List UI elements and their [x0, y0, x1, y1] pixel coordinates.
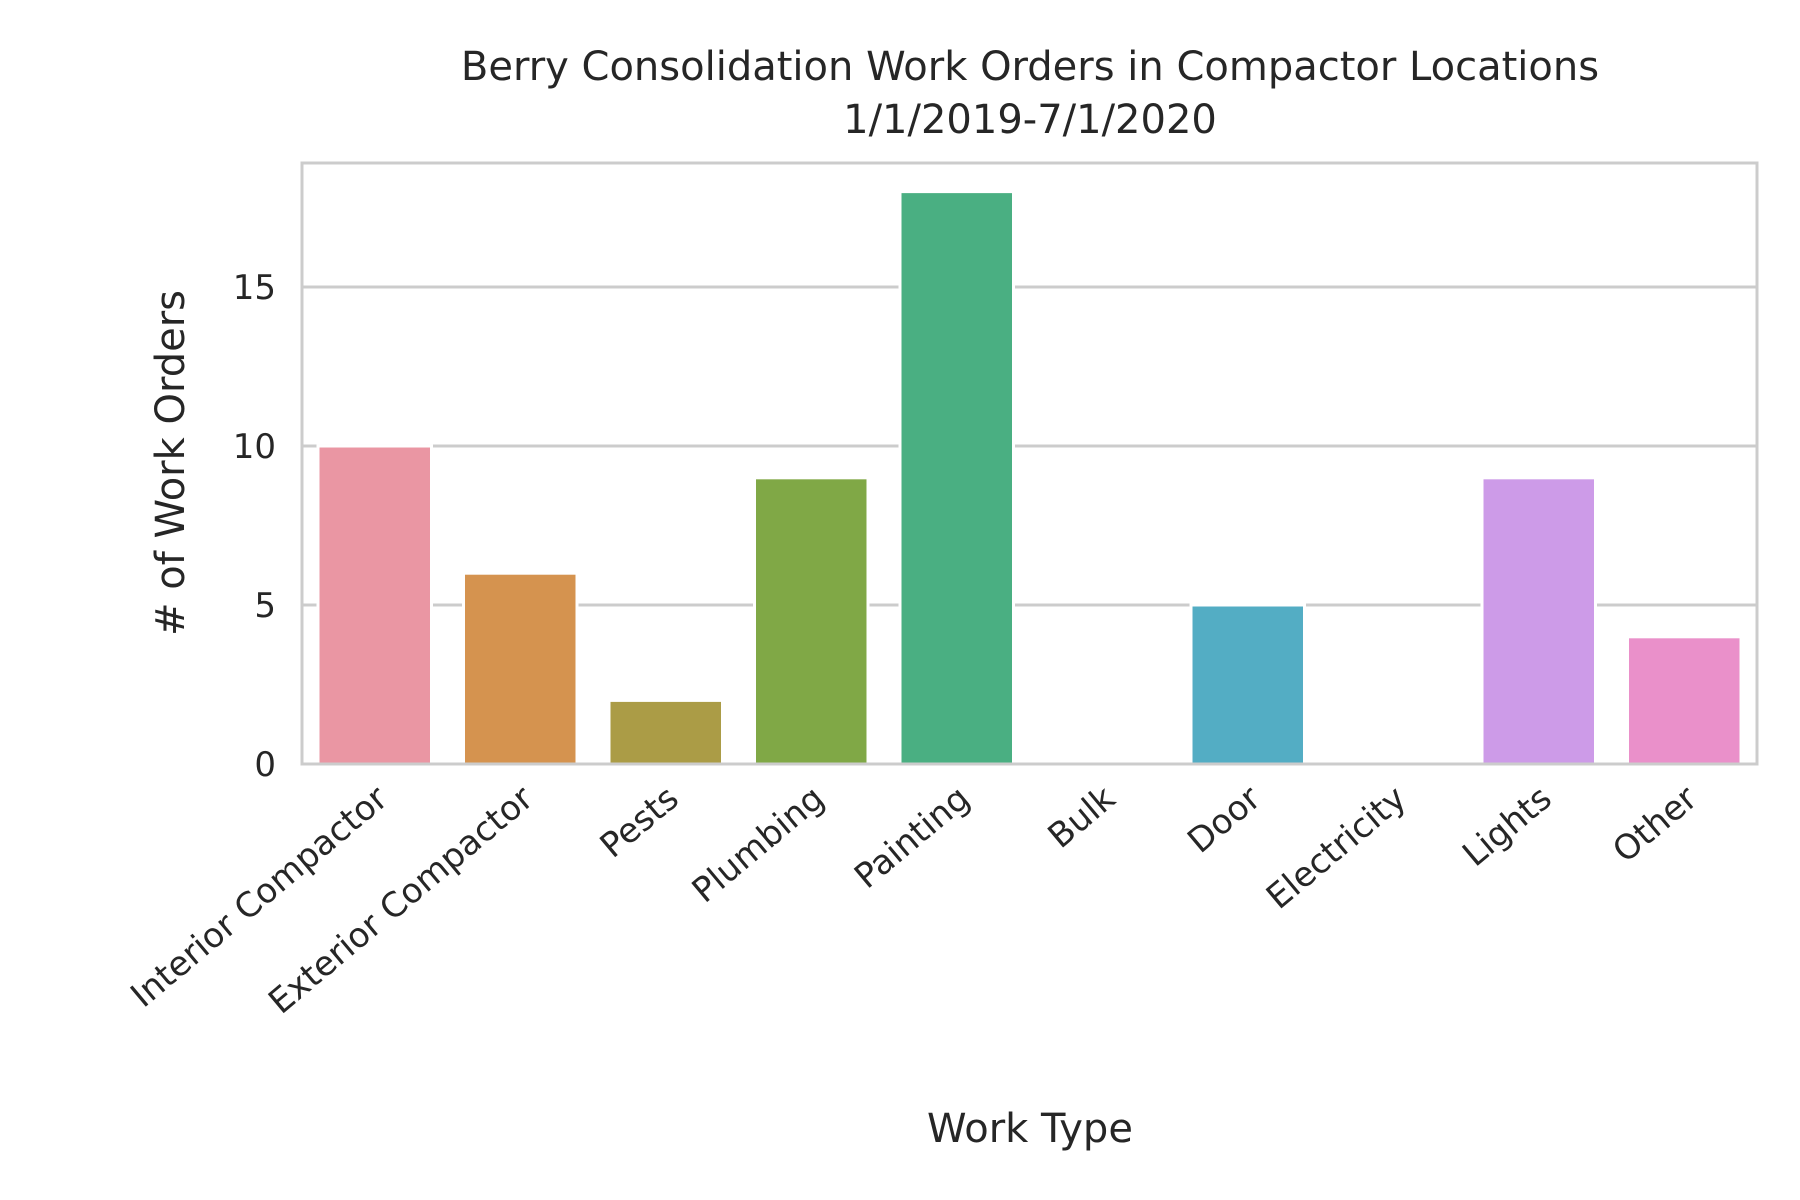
- x-tick-label: Electricity: [1259, 778, 1414, 917]
- chart-title: Berry Consolidation Work Orders in Compa…: [461, 44, 1599, 90]
- x-tick-label: Door: [1180, 778, 1268, 861]
- y-tick-layer: 0 5 10 15: [233, 268, 276, 785]
- x-tick-label: Pests: [593, 778, 687, 866]
- x-tick-label: Bulk: [1041, 778, 1124, 856]
- y-tick-label: 15: [233, 268, 276, 308]
- x-tick-label: Lights: [1455, 778, 1559, 875]
- bar-lights: [1480, 476, 1597, 766]
- bar-layer: [316, 190, 1743, 766]
- x-tick-label: Other: [1605, 778, 1705, 871]
- y-tick-label: 5: [254, 586, 276, 626]
- x-axis-label: Work Type: [927, 1106, 1133, 1152]
- bar-exterior-compactor: [462, 571, 579, 766]
- x-tick-label: Painting: [847, 778, 977, 897]
- y-axis-label: # of Work Orders: [148, 290, 194, 636]
- bar-painting: [898, 190, 1015, 766]
- x-tick-label: Interior Compactor: [123, 778, 395, 1015]
- bar-door: [1189, 603, 1306, 766]
- bar-interior-compactor: [316, 444, 433, 766]
- bar-plumbing: [753, 476, 870, 766]
- plot-frame: [300, 161, 1759, 766]
- chart-subtitle: 1/1/2019-7/1/2020: [843, 97, 1217, 143]
- y-tick-label: 0: [254, 745, 276, 785]
- x-tick-label: Exterior Compactor: [261, 778, 541, 1022]
- x-tick-label: Plumbing: [685, 778, 832, 911]
- bar-pests: [607, 698, 724, 766]
- bar-other: [1626, 635, 1743, 766]
- y-tick-label: 10: [233, 427, 276, 467]
